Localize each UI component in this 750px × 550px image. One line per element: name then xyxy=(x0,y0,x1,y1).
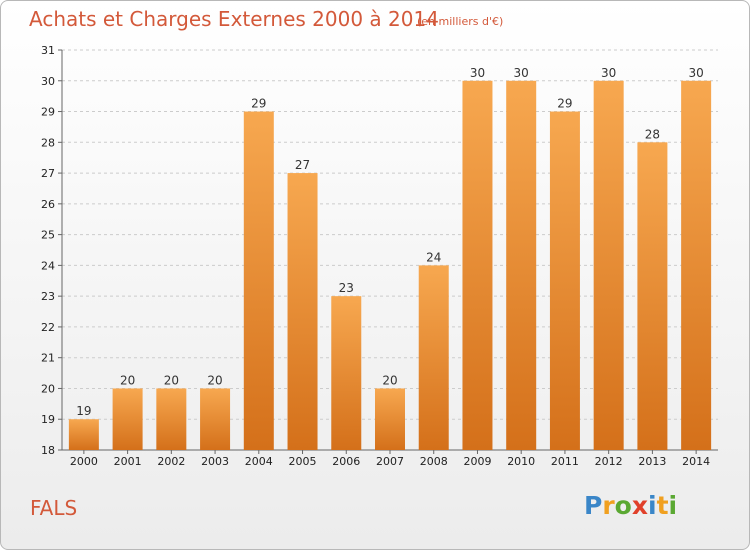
data-labels: 19 20 20 20 29 27 23 20 24 30 30 29 30 28 30 xyxy=(76,66,704,418)
y-tick-label: 23 xyxy=(41,290,55,303)
bar xyxy=(681,80,712,451)
bar-value-label: 29 xyxy=(251,97,266,111)
bar-value-label: 28 xyxy=(645,127,660,141)
y-tick-label: 18 xyxy=(41,444,55,457)
y-tick-label: 27 xyxy=(41,167,55,180)
bars xyxy=(68,80,712,451)
y-tick-label: 20 xyxy=(41,382,55,395)
logo-letter: x xyxy=(631,491,648,520)
y-tick-label: 25 xyxy=(41,229,55,242)
bar xyxy=(593,80,624,451)
bar-value-label: 30 xyxy=(601,66,616,80)
bar xyxy=(112,388,143,450)
chart-subtitle: (en milliers d'€) xyxy=(417,15,504,28)
bar xyxy=(418,265,449,450)
logo-letter: r xyxy=(602,491,615,520)
bar-value-label: 23 xyxy=(339,281,354,295)
logo-letter: o xyxy=(614,491,632,520)
bar-value-label: 20 xyxy=(382,373,397,387)
bar-value-label: 30 xyxy=(514,66,529,80)
bar-value-label: 27 xyxy=(295,158,310,172)
bar-value-label: 30 xyxy=(688,66,703,80)
bar xyxy=(68,419,99,450)
y-tick-label: 22 xyxy=(41,321,55,334)
bar xyxy=(200,388,231,450)
x-tick-label: 2012 xyxy=(595,455,623,468)
x-tick-label: 2010 xyxy=(507,455,535,468)
x-tick-label: 2006 xyxy=(332,455,360,468)
y-tick-label: 30 xyxy=(41,75,55,88)
x-tick-label: 2001 xyxy=(114,455,142,468)
place-name: FALS xyxy=(30,496,78,520)
logo-letter: i xyxy=(648,491,657,520)
x-tick-label: 2000 xyxy=(70,455,98,468)
proxiti-logo: Proxiti xyxy=(584,491,677,520)
x-tick-label: 2009 xyxy=(463,455,491,468)
bar xyxy=(156,388,187,450)
bar xyxy=(331,296,362,450)
bar xyxy=(549,111,580,451)
x-tick-label: 2005 xyxy=(289,455,317,468)
bar-value-label: 29 xyxy=(557,97,572,111)
bar xyxy=(637,142,668,451)
x-tick-label: 2003 xyxy=(201,455,229,468)
bar xyxy=(462,80,493,451)
bar-value-label: 20 xyxy=(120,373,135,387)
bar xyxy=(506,80,537,451)
x-tick-label: 2008 xyxy=(420,455,448,468)
bar-value-label: 20 xyxy=(164,373,179,387)
bar-value-label: 19 xyxy=(76,404,91,418)
y-tick-label: 31 xyxy=(41,44,55,57)
bar-value-label: 20 xyxy=(207,373,222,387)
logo-letter: P xyxy=(584,491,603,520)
bar-value-label: 30 xyxy=(470,66,485,80)
x-tick-label: 2007 xyxy=(376,455,404,468)
y-tick-label: 26 xyxy=(41,198,55,211)
y-tick-label: 24 xyxy=(41,259,55,272)
y-tick-label: 21 xyxy=(41,352,55,365)
bar-value-label: 24 xyxy=(426,250,441,264)
bar xyxy=(375,388,405,450)
logo-letter: t xyxy=(656,491,669,520)
y-tick-label: 29 xyxy=(41,106,55,119)
x-tick-label: 2002 xyxy=(157,455,185,468)
x-tick-label: 2013 xyxy=(638,455,666,468)
y-tick-label: 19 xyxy=(41,413,55,426)
bar xyxy=(243,111,274,451)
y-tick-label: 28 xyxy=(41,136,55,149)
logo-letter: i xyxy=(668,491,678,520)
bar xyxy=(287,173,318,451)
chart-title: Achats et Charges Externes 2000 à 2014 xyxy=(29,7,439,31)
x-tick-label: 2004 xyxy=(245,455,273,468)
x-tick-label: 2014 xyxy=(682,455,710,468)
x-tick-label: 2011 xyxy=(551,455,579,468)
